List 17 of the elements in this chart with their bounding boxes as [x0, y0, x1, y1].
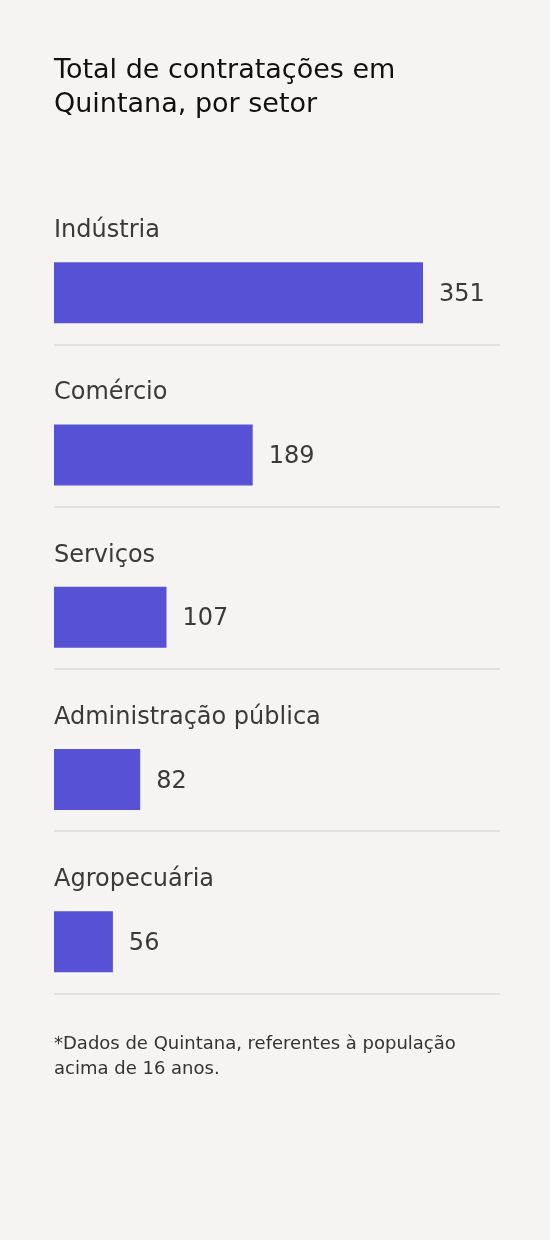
y-tick-label: Agropecuária [54, 864, 215, 893]
data-label: 351 [439, 278, 485, 307]
y-tick-label: Indústria [54, 215, 160, 244]
y-tick-label: Comércio [54, 377, 168, 406]
bar [54, 911, 113, 973]
data-label: 82 [156, 765, 187, 794]
data-label: 189 [268, 440, 315, 469]
bar [54, 424, 253, 486]
data-label: 56 [128, 927, 160, 956]
bar [54, 749, 141, 811]
bar [54, 586, 167, 648]
bar [54, 262, 423, 324]
y-tick-label: Serviços [54, 539, 156, 568]
y-tick-label: Administração pública [54, 702, 321, 731]
text: *Dados de Quintana, referentes à população acima de 16 anos. [54, 1031, 456, 1078]
data-label: 107 [182, 603, 229, 632]
chart-title: Total de contratações em Quintana, por setor [53, 52, 396, 118]
